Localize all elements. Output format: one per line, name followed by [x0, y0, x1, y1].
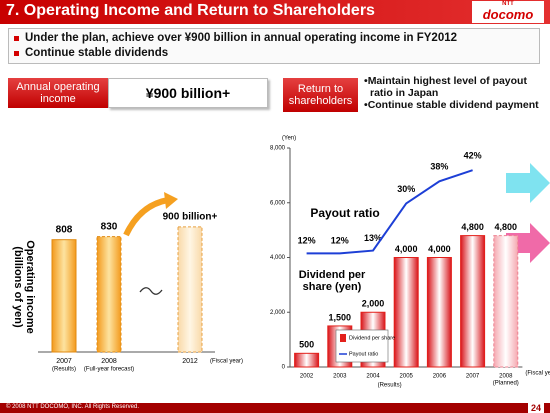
title-band — [0, 0, 550, 24]
x-tick-note: (Results) — [52, 367, 76, 373]
page-number: 24 — [527, 403, 544, 413]
x-tick-note: (Full-year forecast) — [84, 367, 134, 373]
bar — [426, 257, 452, 368]
x-axis-label: (Fiscal year) — [525, 371, 550, 377]
value-label: 2,000 — [362, 299, 385, 309]
bar — [393, 257, 419, 368]
value-label: 30% — [397, 184, 415, 194]
x-tick-label: 2007 — [56, 358, 72, 365]
annotation: Payout ratio — [310, 206, 380, 220]
x-tick-label: 2005 — [400, 374, 414, 380]
x-tick-label: 2004 — [366, 374, 380, 380]
logo-text: docomo — [482, 7, 534, 22]
arrow-cyan — [506, 163, 550, 203]
bar — [493, 235, 519, 368]
income-value: ¥900 billion+ — [108, 78, 268, 108]
x-axis-label: (Fiscal year) — [210, 359, 243, 365]
x-tick-label: 2008 — [101, 358, 117, 365]
legend-label: Dividend per share — [349, 335, 395, 341]
bar — [51, 239, 77, 353]
x-tick-label: 2006 — [433, 374, 447, 380]
annotation: Dividend per share (yen) — [298, 269, 366, 293]
value-label: 900 billion+ — [163, 212, 218, 223]
copyright: © 2008 NTT DOCOMO, INC. All Rights Reser… — [6, 404, 140, 410]
return-point: Maintain highest level of payout ratio i… — [362, 75, 547, 99]
return-points: Maintain highest level of payout ratio i… — [362, 75, 547, 111]
value-label: 13% — [364, 233, 382, 243]
growth-arrowhead — [164, 192, 178, 209]
bullet: Continue stable dividends — [13, 47, 169, 59]
x-tick-label: 2003 — [333, 374, 347, 380]
bullet: Under the plan, achieve over ¥900 billio… — [13, 32, 458, 44]
slide-title: 7. Operating Income and Return to Shareh… — [6, 2, 375, 19]
x-tick-label: 2012 — [182, 358, 198, 365]
value-label: 1,500 — [329, 312, 352, 322]
bar — [460, 235, 486, 368]
logo-top: NTT — [502, 1, 514, 7]
value-label: 500 — [299, 340, 314, 350]
value-label: 4,800 — [461, 222, 484, 232]
return-point: Continue stable dividend payment — [362, 99, 547, 111]
footer-band — [0, 403, 550, 413]
payout-line — [306, 169, 473, 255]
group-label: (Results) — [378, 383, 402, 389]
y-tick-label: 8,000 — [270, 146, 286, 152]
axis-break — [139, 287, 163, 295]
x-tick-label: 2007 — [466, 374, 480, 380]
legend-label: Payout ratio — [349, 351, 378, 357]
value-label: 4,800 — [495, 222, 518, 232]
bar — [177, 226, 203, 353]
bar — [96, 236, 122, 353]
value-label: 830 — [101, 221, 118, 232]
x-tick-label: 2008 — [499, 374, 513, 380]
bullet-box: Under the plan, achieve over ¥900 billio… — [8, 28, 540, 64]
group-label: (Planned) — [493, 381, 519, 387]
bar — [294, 352, 320, 368]
growth-arrow — [123, 197, 169, 237]
income-label: Annual operating income — [8, 78, 108, 108]
value-label: 4,000 — [428, 244, 451, 254]
value-label: 38% — [430, 162, 448, 172]
x-tick-label: 2002 — [300, 374, 314, 380]
y-tick-label: 0 — [282, 365, 286, 371]
y-axis-label: Operating income (billions of yen) — [12, 240, 36, 334]
legend-swatch — [340, 334, 346, 342]
return-label: Return to shareholders — [283, 78, 358, 112]
value-label: 4,000 — [395, 244, 418, 254]
value-label: 12% — [298, 236, 316, 246]
y-tick-label: 6,000 — [270, 200, 286, 206]
value-label: 12% — [331, 236, 349, 246]
logo: NTT docomo — [472, 1, 544, 23]
value-label: 42% — [464, 151, 482, 161]
y-axis-label: (Yen) — [282, 136, 296, 142]
y-tick-label: 2,000 — [270, 310, 286, 316]
y-tick-label: 4,000 — [270, 255, 286, 261]
value-label: 808 — [56, 224, 73, 235]
